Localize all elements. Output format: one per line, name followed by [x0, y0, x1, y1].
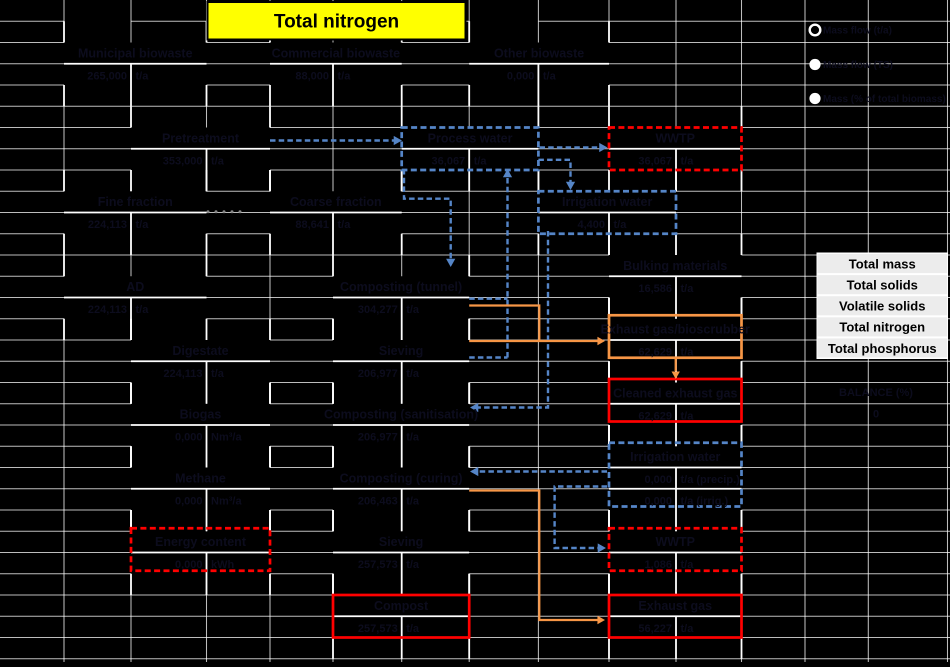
- svg-text:Compost: Compost: [374, 599, 429, 613]
- svg-text:t/a: t/a: [338, 70, 352, 82]
- svg-text:Irrigation water: Irrigation water: [630, 450, 720, 464]
- svg-text:Process water: Process water: [428, 131, 513, 145]
- svg-text:t/a (precip.): t/a (precip.): [681, 474, 741, 486]
- svg-text:Total nitrogen: Total nitrogen: [839, 320, 925, 335]
- svg-text:t/a: t/a: [136, 219, 150, 231]
- svg-text:Irrigation water: Irrigation water: [562, 195, 652, 209]
- svg-text:0,000: 0,000: [644, 495, 672, 507]
- svg-text:Total mass: Total mass: [849, 256, 916, 271]
- svg-text:t/a: t/a: [406, 432, 420, 444]
- svg-text:224,113: 224,113: [88, 219, 127, 231]
- svg-text:Sieving: Sieving: [379, 535, 423, 549]
- svg-text:t/a: t/a: [338, 219, 352, 231]
- svg-text:Biogas: Biogas: [180, 408, 222, 422]
- svg-text:Methane: Methane: [175, 471, 226, 485]
- svg-text:Commercial biowaste: Commercial biowaste: [272, 46, 401, 60]
- svg-text:Total phosphorus: Total phosphorus: [828, 341, 937, 356]
- svg-text:Mass flow (t/a): Mass flow (t/a): [823, 26, 892, 37]
- svg-text:Composting (curing): Composting (curing): [340, 471, 463, 485]
- svg-text:Composting (sanitisation): Composting (sanitisation): [324, 408, 478, 422]
- svg-text:56,227: 56,227: [638, 623, 672, 635]
- svg-text:Nm³/a: Nm³/a: [211, 495, 242, 507]
- svg-text:t/a: t/a: [211, 368, 225, 380]
- svg-text:Mass (% of total biomass): Mass (% of total biomass): [823, 94, 946, 105]
- svg-text:88,000: 88,000: [295, 70, 329, 82]
- svg-text:t/a: t/a: [136, 70, 150, 82]
- svg-text:1,086: 1,086: [644, 559, 672, 571]
- svg-text:Cleaned exhaust gas: Cleaned exhaust gas: [613, 386, 737, 400]
- svg-text:257,573: 257,573: [358, 559, 398, 571]
- svg-text:0,000: 0,000: [175, 495, 203, 507]
- svg-text:WWTP: WWTP: [655, 131, 695, 145]
- svg-text:t/a: t/a: [543, 70, 557, 82]
- svg-text:0,000: 0,000: [644, 474, 672, 486]
- svg-text:Bulking materials: Bulking materials: [623, 259, 727, 273]
- svg-text:AD: AD: [126, 280, 144, 294]
- svg-text:304,277: 304,277: [358, 304, 398, 316]
- svg-text:Exhaust gas: Exhaust gas: [638, 599, 712, 613]
- svg-text:t/a: t/a: [681, 155, 695, 167]
- svg-text:t/a: t/a: [681, 283, 695, 295]
- svg-text:0,000: 0,000: [175, 432, 203, 444]
- svg-text:62,629: 62,629: [638, 347, 672, 359]
- svg-text:Composting (tunnel): Composting (tunnel): [340, 280, 462, 294]
- svg-text:t/a: t/a: [406, 559, 420, 571]
- svg-text:206,977: 206,977: [358, 432, 398, 444]
- svg-text:Nm³/a: Nm³/a: [211, 432, 242, 444]
- svg-text:t/a: t/a: [136, 304, 150, 316]
- svg-text:t/a: t/a: [474, 155, 488, 167]
- svg-text:Volatile solids: Volatile solids: [839, 299, 925, 314]
- svg-text:16,586: 16,586: [638, 283, 672, 295]
- svg-text:Mass flow (TS): Mass flow (TS): [823, 60, 893, 71]
- svg-text:t/a: t/a: [681, 623, 695, 635]
- svg-text:0,000: 0,000: [175, 559, 203, 571]
- svg-text:BALANCE (%): BALANCE (%): [839, 387, 913, 399]
- svg-text:t/a: t/a: [614, 219, 628, 231]
- svg-text:206,463: 206,463: [358, 495, 398, 507]
- svg-text:Municipal biowaste: Municipal biowaste: [78, 46, 193, 60]
- svg-text:t/a: t/a: [406, 304, 420, 316]
- svg-text:t/a: t/a: [681, 410, 695, 422]
- svg-text:t/a: t/a: [681, 559, 695, 571]
- svg-text:Exhaust gas/bioscrubber: Exhaust gas/bioscrubber: [601, 323, 750, 337]
- svg-text:Pretreatment: Pretreatment: [162, 131, 240, 145]
- svg-text:Coarse fraction: Coarse fraction: [290, 195, 382, 209]
- svg-text:Total nitrogen: Total nitrogen: [274, 12, 399, 33]
- svg-text:62,629: 62,629: [638, 410, 672, 422]
- svg-text:0,000: 0,000: [507, 70, 535, 82]
- svg-text:t/a: t/a: [681, 347, 695, 359]
- svg-text:WWTP: WWTP: [655, 535, 695, 549]
- svg-text:Total solids: Total solids: [847, 278, 918, 293]
- svg-text:t/a: t/a: [406, 368, 420, 380]
- svg-text:36,067: 36,067: [432, 155, 466, 167]
- svg-text:t/a: t/a: [211, 155, 225, 167]
- svg-text:kWh: kWh: [211, 559, 235, 571]
- svg-text:t/a: t/a: [406, 495, 420, 507]
- svg-text:4,400: 4,400: [577, 219, 605, 231]
- svg-text:206,977: 206,977: [358, 368, 398, 380]
- svg-text:Digestate: Digestate: [172, 344, 228, 358]
- svg-text:0: 0: [873, 409, 879, 421]
- svg-text:Other biowaste: Other biowaste: [494, 46, 584, 60]
- svg-text:224,113: 224,113: [163, 368, 202, 380]
- svg-text:t/a (irrig.): t/a (irrig.): [681, 495, 729, 507]
- svg-text:36,067: 36,067: [638, 155, 672, 167]
- svg-text:Sieving: Sieving: [379, 344, 423, 358]
- svg-text:Energy content: Energy content: [155, 535, 247, 549]
- svg-text:353,000: 353,000: [163, 155, 203, 167]
- svg-text:Fine fraction: Fine fraction: [98, 195, 173, 209]
- svg-text:265,000: 265,000: [87, 70, 127, 82]
- svg-text:88,641: 88,641: [295, 219, 329, 231]
- svg-text:t/a: t/a: [406, 623, 420, 635]
- svg-text:224,113: 224,113: [88, 304, 127, 316]
- svg-text:257,573: 257,573: [358, 623, 398, 635]
